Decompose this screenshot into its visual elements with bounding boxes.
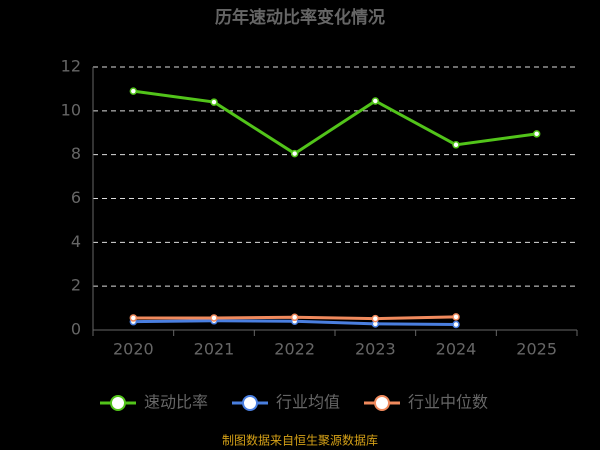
x-tick-label: 2021 xyxy=(194,340,235,359)
data-point xyxy=(452,320,460,329)
legend-label: 速动比率 xyxy=(144,393,208,412)
data-point xyxy=(210,314,218,322)
y-tick-label: 0 xyxy=(71,320,81,339)
legend-marker xyxy=(110,395,126,411)
data-point xyxy=(532,130,541,138)
data-point xyxy=(290,313,299,322)
x-tick-label: 2025 xyxy=(516,340,557,359)
source-note: 制图数据来自恒生聚源数据库 xyxy=(222,433,378,448)
legend-marker xyxy=(374,395,390,411)
chart-title: 历年速动比率变化情况 xyxy=(215,7,385,28)
legend-label: 行业中位数 xyxy=(408,393,488,412)
data-point xyxy=(290,149,299,158)
data-point xyxy=(210,98,218,106)
x-tick-label: 2022 xyxy=(274,340,315,359)
x-tick-label: 2020 xyxy=(113,340,154,359)
y-tick-label: 10 xyxy=(61,100,81,119)
y-tick-label: 6 xyxy=(71,188,81,207)
x-tick-label: 2024 xyxy=(436,340,477,359)
data-point xyxy=(129,314,138,322)
data-point xyxy=(129,87,138,95)
data-point xyxy=(452,141,460,149)
y-tick-label: 2 xyxy=(71,276,81,295)
data-point xyxy=(371,314,380,323)
series-line xyxy=(133,89,537,156)
y-tick-label: 8 xyxy=(71,144,81,163)
data-point xyxy=(371,97,380,105)
legend-label: 行业均值 xyxy=(276,393,340,412)
y-tick-label: 4 xyxy=(71,232,81,251)
data-point xyxy=(452,313,460,321)
x-tick-label: 2023 xyxy=(355,340,396,359)
y-tick-label: 12 xyxy=(61,57,81,76)
legend-marker xyxy=(242,395,258,411)
